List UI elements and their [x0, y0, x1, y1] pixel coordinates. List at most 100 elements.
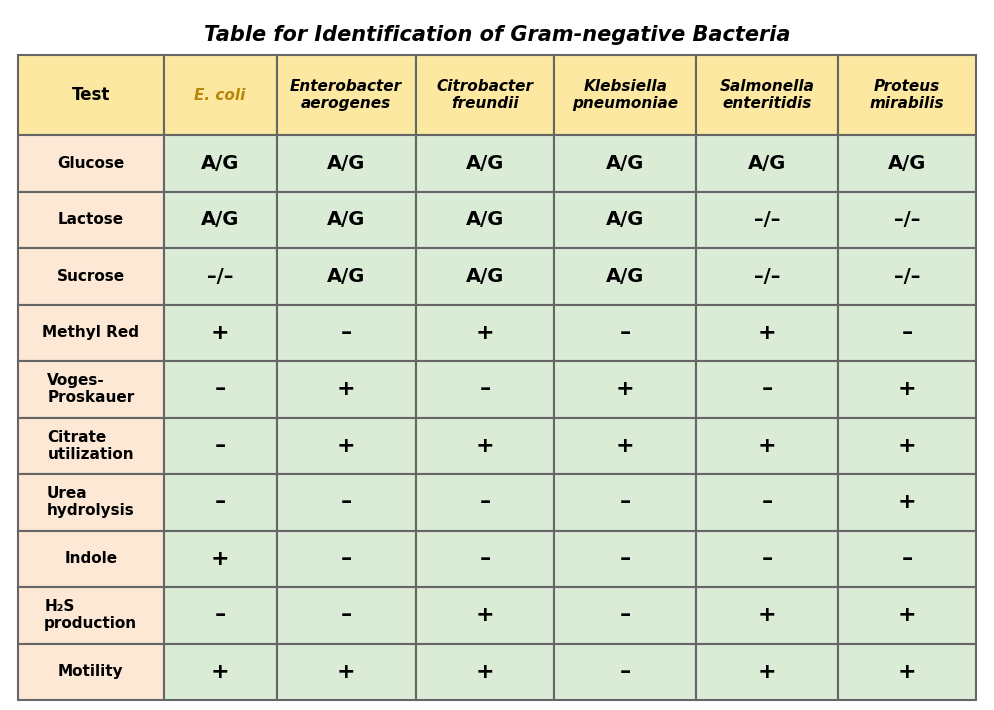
Text: +: + — [476, 662, 494, 682]
Text: Glucose: Glucose — [58, 155, 124, 170]
Bar — [276, 361, 415, 417]
Text: Table for Identification of Gram-negative Bacteria: Table for Identification of Gram-negativ… — [204, 25, 790, 45]
Text: Proteus
mirabilis: Proteus mirabilis — [870, 79, 944, 111]
Text: +: + — [211, 662, 230, 682]
Text: A/G: A/G — [201, 154, 240, 173]
Text: A/G: A/G — [606, 210, 644, 229]
Text: Citrobacter
freundii: Citrobacter freundii — [436, 79, 534, 111]
Text: –: – — [341, 323, 352, 343]
Bar — [415, 587, 555, 643]
Bar — [18, 474, 164, 530]
Bar — [696, 587, 838, 643]
Bar — [276, 135, 415, 192]
Bar — [164, 135, 276, 192]
Bar — [555, 643, 696, 700]
Bar — [415, 135, 555, 192]
Bar — [18, 417, 164, 474]
Text: –: – — [479, 549, 491, 569]
Text: –: – — [619, 605, 631, 626]
Bar — [696, 248, 838, 305]
Bar — [838, 474, 976, 530]
Text: –: – — [215, 379, 226, 399]
Text: +: + — [337, 436, 356, 456]
Text: –: – — [215, 436, 226, 456]
Text: –: – — [341, 549, 352, 569]
Bar — [18, 530, 164, 587]
Text: A/G: A/G — [466, 267, 504, 285]
Bar — [838, 248, 976, 305]
Bar — [838, 55, 976, 135]
Bar — [18, 55, 164, 135]
Bar — [276, 587, 415, 643]
Bar — [276, 305, 415, 361]
Bar — [415, 530, 555, 587]
Text: +: + — [476, 323, 494, 343]
Text: A/G: A/G — [888, 154, 926, 173]
Text: Citrate
utilization: Citrate utilization — [48, 430, 134, 462]
Bar — [838, 530, 976, 587]
Bar — [18, 248, 164, 305]
Text: +: + — [898, 605, 916, 626]
Text: +: + — [757, 323, 776, 343]
Bar — [18, 643, 164, 700]
Text: +: + — [476, 605, 494, 626]
Text: –: – — [902, 549, 912, 569]
Bar — [164, 417, 276, 474]
Bar — [415, 361, 555, 417]
Text: A/G: A/G — [606, 154, 644, 173]
Text: –: – — [902, 323, 912, 343]
Bar — [18, 135, 164, 192]
Bar — [164, 248, 276, 305]
Text: A/G: A/G — [466, 154, 504, 173]
Text: +: + — [616, 436, 635, 456]
Text: Methyl Red: Methyl Red — [43, 325, 139, 340]
Text: +: + — [616, 379, 635, 399]
Text: A/G: A/G — [606, 267, 644, 285]
Bar — [838, 135, 976, 192]
Text: +: + — [757, 436, 776, 456]
Text: A/G: A/G — [466, 210, 504, 229]
Bar — [555, 305, 696, 361]
Text: –: – — [479, 379, 491, 399]
Text: –: – — [619, 549, 631, 569]
Text: A/G: A/G — [327, 154, 366, 173]
Text: A/G: A/G — [201, 210, 240, 229]
Text: –: – — [479, 492, 491, 512]
Text: –: – — [215, 492, 226, 512]
Bar — [164, 643, 276, 700]
Text: H₂S
production: H₂S production — [45, 599, 137, 631]
Text: Klebsiella
pneumoniae: Klebsiella pneumoniae — [573, 79, 679, 111]
Bar — [164, 192, 276, 248]
Bar — [696, 474, 838, 530]
Text: –: – — [761, 549, 772, 569]
Bar — [415, 417, 555, 474]
Text: +: + — [898, 436, 916, 456]
Bar — [276, 55, 415, 135]
Text: Motility: Motility — [58, 665, 123, 679]
Bar — [555, 192, 696, 248]
Text: A/G: A/G — [327, 267, 366, 285]
Bar — [555, 530, 696, 587]
Bar — [164, 530, 276, 587]
Text: –/–: –/– — [207, 267, 234, 285]
Text: –: – — [341, 605, 352, 626]
Text: –/–: –/– — [894, 267, 920, 285]
Bar — [415, 474, 555, 530]
Text: –: – — [761, 379, 772, 399]
Text: Test: Test — [72, 86, 110, 104]
Bar — [555, 474, 696, 530]
Bar — [18, 361, 164, 417]
Text: Indole: Indole — [65, 551, 117, 567]
Bar — [838, 643, 976, 700]
Bar — [164, 55, 276, 135]
Bar — [164, 305, 276, 361]
Bar — [276, 248, 415, 305]
Bar — [164, 587, 276, 643]
Bar — [415, 248, 555, 305]
Text: A/G: A/G — [327, 210, 366, 229]
Bar — [696, 305, 838, 361]
Text: Salmonella
enteritidis: Salmonella enteritidis — [720, 79, 815, 111]
Bar — [18, 587, 164, 643]
Bar — [415, 305, 555, 361]
Bar — [18, 192, 164, 248]
